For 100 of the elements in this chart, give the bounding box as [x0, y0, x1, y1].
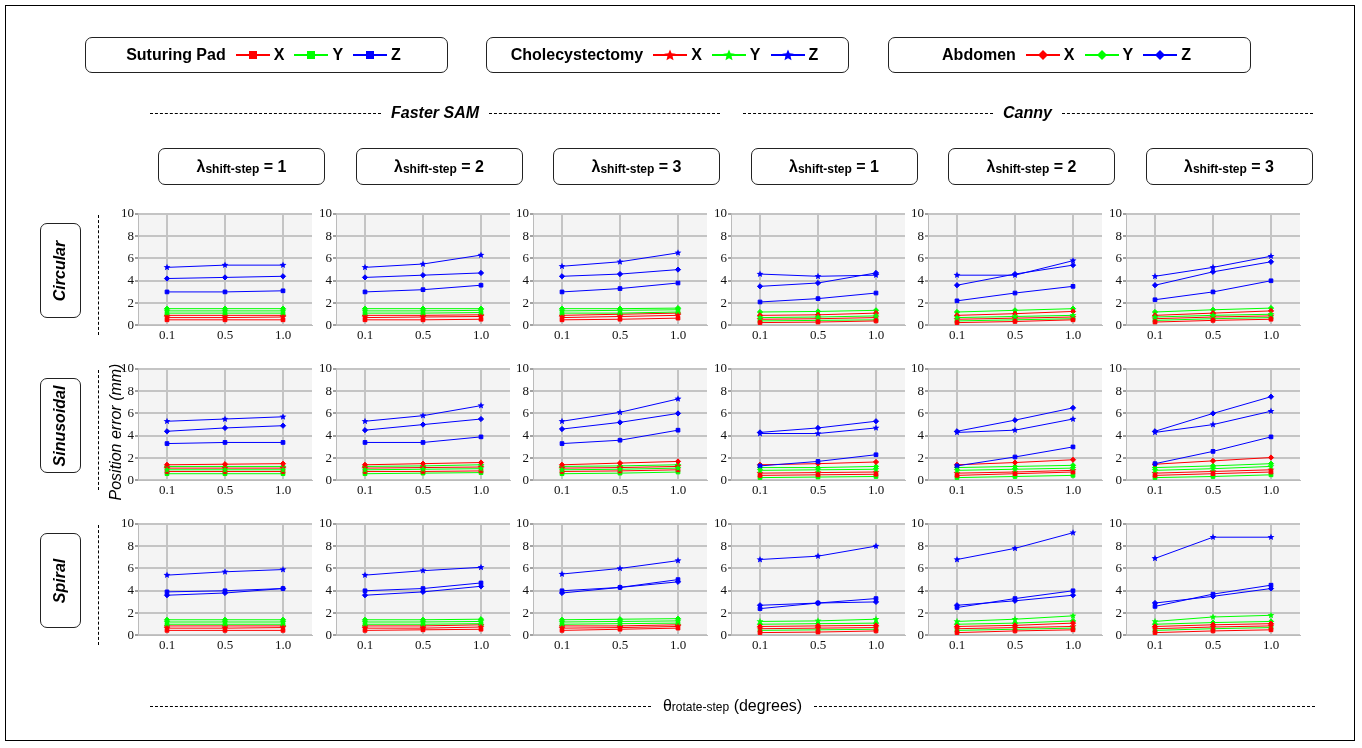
x-tick-label: 1.0 [1262, 326, 1279, 342]
y-tick-label: 4 [720, 582, 727, 598]
chart-title: λ$_{shift-step}$ = 2 [986, 157, 1077, 176]
y-tick-label: 4 [917, 582, 925, 598]
y-tick-label: 4 [325, 582, 332, 598]
chart-title: λ$_{shift-step}$ = 1 [788, 157, 880, 176]
legend-label: Y [749, 46, 761, 64]
x-tick-label: 1.0 [867, 326, 884, 342]
y-tick-label: 6 [720, 249, 727, 265]
legend-label: Z [1181, 46, 1191, 64]
y-tick-label: 0 [127, 626, 134, 642]
x-tick-label: 0.5 [216, 326, 234, 342]
x-tick-label: 1.0 [669, 481, 687, 497]
y-tick-label: 4 [917, 427, 925, 443]
y-tick-label: 6 [720, 404, 727, 420]
y-tick-label: 6 [917, 559, 925, 575]
y-tick-label: 0 [522, 471, 529, 487]
x-tick-label: 0.5 [809, 481, 826, 497]
y-tick-label: 6 [522, 249, 530, 265]
x-tick-label: 0.1 [948, 326, 966, 342]
y-tick-label: 10 [516, 360, 529, 376]
y-tick-label: 10 [318, 205, 332, 221]
y-tick-label: 10 [1108, 515, 1122, 531]
legend-label: Z [391, 46, 401, 64]
y-tick-label: 8 [522, 227, 529, 243]
chart-title: λ$_{shift-step}$ = 1 [196, 157, 287, 176]
y-tick-label: 10 [516, 515, 529, 531]
y-tick-label: 4 [720, 427, 727, 443]
x-tick-label: 0.1 [1146, 326, 1163, 342]
x-tick-label: 0.1 [356, 636, 373, 652]
y-tick-label: 8 [1115, 227, 1122, 243]
y-tick-label: 4 [522, 272, 530, 288]
y-tick-label: 0 [127, 316, 134, 332]
x-tick-label: 1.0 [1262, 636, 1279, 652]
y-tick-label: 2 [917, 449, 924, 465]
y-tick-label: 2 [522, 294, 529, 310]
y-tick-label: 0 [127, 471, 134, 487]
x-tick-label: 0.1 [158, 326, 176, 342]
y-tick-label: 2 [1115, 294, 1122, 310]
y-tick-label: 0 [522, 316, 529, 332]
y-tick-label: 10 [911, 205, 924, 221]
y-tick-label: 6 [325, 559, 332, 575]
y-tick-label: 10 [121, 360, 134, 376]
x-tick-label: 0.5 [611, 636, 629, 652]
y-tick-label: 6 [1115, 249, 1122, 265]
y-tick-label: 0 [1115, 471, 1122, 487]
y-tick-label: 6 [1115, 559, 1122, 575]
x-tick-label: 0.5 [414, 636, 431, 652]
y-tick-label: 6 [127, 559, 135, 575]
y-tick-label: 2 [522, 604, 529, 620]
x-tick-label: 0.1 [948, 636, 966, 652]
y-tick-label: 10 [318, 515, 332, 531]
y-tick-label: 4 [127, 427, 135, 443]
x-tick-label: 0.1 [553, 326, 571, 342]
legend-label: X [1063, 46, 1075, 64]
y-tick-label: 6 [522, 559, 530, 575]
y-tick-label: 2 [325, 294, 332, 310]
text: Faster SAM [390, 104, 480, 122]
legend-label: X [691, 46, 702, 64]
x-tick-label: 0.5 [809, 636, 826, 652]
y-tick-label: 2 [917, 604, 924, 620]
x-tick-label: 1.0 [867, 636, 884, 652]
x-tick-label: 0.5 [1204, 326, 1221, 342]
y-tick-label: 0 [720, 626, 727, 642]
y-tick-label: 8 [325, 227, 332, 243]
x-tick-label: 1.0 [472, 326, 489, 342]
legend-label: Y [332, 46, 344, 64]
y-tick-label: 8 [917, 537, 924, 553]
y-tick-label: 2 [127, 449, 134, 465]
y-tick-label: 10 [1108, 360, 1122, 376]
y-tick-label: 0 [325, 626, 332, 642]
x-tick-label: 0.1 [1146, 636, 1163, 652]
y-tick-label: 8 [127, 537, 134, 553]
y-tick-label: 10 [516, 205, 529, 221]
y-tick-label: 6 [917, 404, 925, 420]
x-tick-label: 1.0 [274, 481, 292, 497]
y-tick-label: 0 [1115, 316, 1122, 332]
y-tick-label: 6 [325, 249, 332, 265]
y-axis-title: Circular [51, 240, 70, 301]
x-tick-label: 0.1 [948, 481, 966, 497]
x-tick-label: 0.1 [356, 481, 373, 497]
text: Abdomen [942, 46, 1016, 64]
y-tick-label: 8 [1115, 537, 1122, 553]
x-tick-label: 0.5 [611, 481, 629, 497]
y-tick-label: 0 [917, 626, 924, 642]
y-tick-label: 6 [917, 249, 925, 265]
y-tick-label: 10 [713, 360, 727, 376]
y-tick-label: 2 [720, 604, 727, 620]
y-tick-label: 8 [522, 382, 529, 398]
y-tick-label: 2 [1115, 449, 1122, 465]
y-tick-label: 10 [911, 360, 924, 376]
y-tick-label: 8 [917, 227, 924, 243]
y-tick-label: 8 [325, 537, 332, 553]
y-tick-label: 4 [325, 272, 332, 288]
y-tick-label: 8 [127, 227, 134, 243]
y-tick-label: 10 [318, 360, 332, 376]
y-tick-label: 8 [917, 382, 924, 398]
x-tick-label: 0.5 [216, 636, 234, 652]
x-tick-label: 0.1 [158, 481, 176, 497]
y-tick-label: 8 [1115, 382, 1122, 398]
